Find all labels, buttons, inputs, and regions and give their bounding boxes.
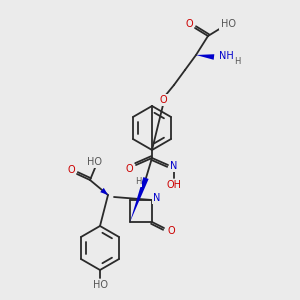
- Text: N: N: [170, 161, 178, 171]
- Text: HO: HO: [220, 19, 236, 29]
- Text: O: O: [159, 95, 167, 105]
- Text: O: O: [167, 226, 175, 236]
- Text: H: H: [234, 56, 240, 65]
- Text: HO: HO: [88, 157, 103, 167]
- Polygon shape: [130, 177, 148, 222]
- Text: HO: HO: [92, 280, 107, 290]
- Text: N: N: [153, 193, 161, 203]
- Text: O: O: [185, 19, 193, 29]
- Polygon shape: [100, 188, 108, 195]
- Text: O: O: [125, 164, 133, 174]
- Text: OH: OH: [167, 180, 182, 190]
- Polygon shape: [196, 54, 214, 60]
- Text: O: O: [67, 165, 75, 175]
- Text: NH: NH: [219, 51, 233, 61]
- Text: H: H: [135, 176, 141, 185]
